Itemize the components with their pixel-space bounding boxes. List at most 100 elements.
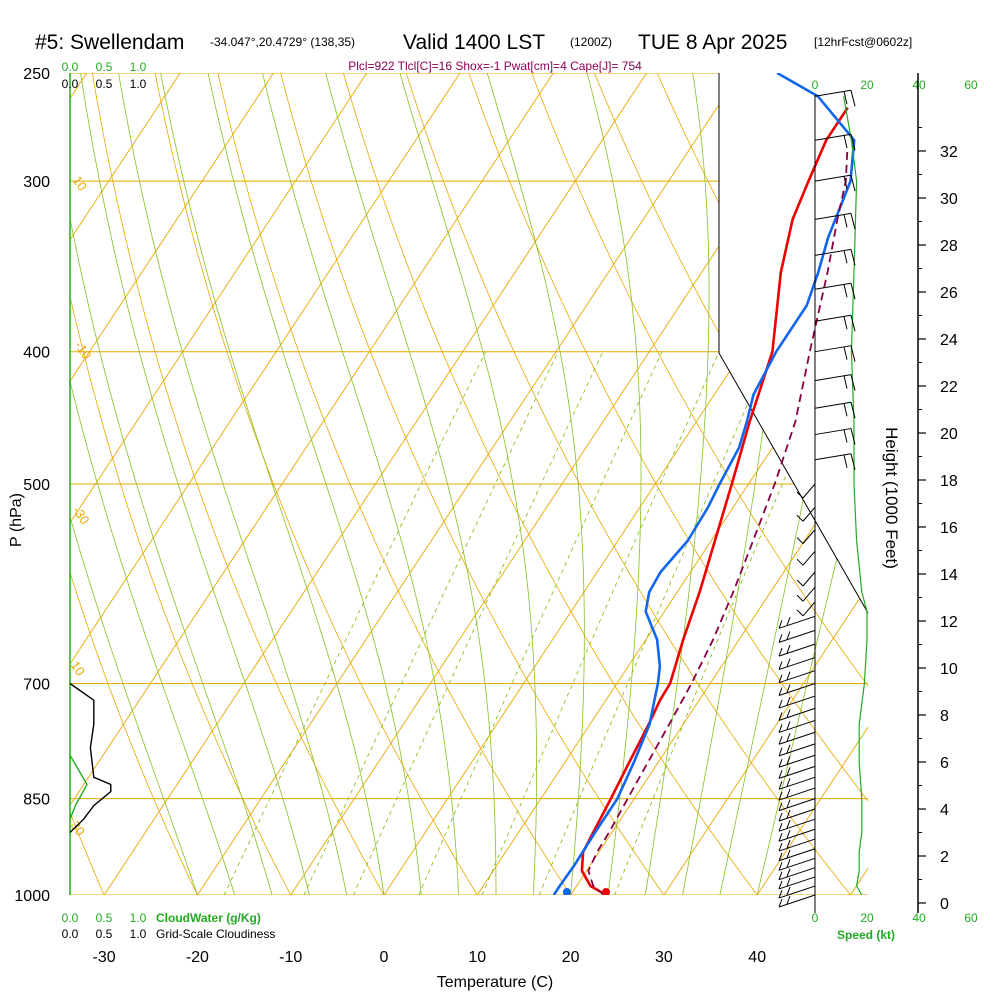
cloudiness-tick-top: 0.5	[96, 77, 113, 91]
mixing-ratio-label: 5	[420, 902, 436, 915]
pressure-tick-label: 250	[23, 66, 50, 83]
wind-barb-shaft	[802, 550, 816, 566]
isotherm-label: -10	[72, 338, 95, 362]
isotherm-line	[70, 73, 368, 524]
wind-barb-feather	[778, 898, 783, 908]
dry-adiabat-line	[405, 73, 851, 895]
wind-barb-shaft	[778, 629, 816, 643]
height-tick-label: 6	[940, 755, 949, 772]
speed-tick-top: 40	[912, 78, 926, 92]
wind-barb-feather	[778, 802, 783, 811]
pressure-tick-label: 300	[23, 174, 50, 191]
wind-barb-shaft	[778, 776, 816, 790]
wind-barb-shaft	[778, 657, 816, 671]
wind-barb	[778, 776, 816, 790]
wind-barb	[796, 586, 816, 602]
wind-barb-feather	[786, 684, 791, 693]
wind-barb	[778, 828, 816, 842]
cloudwater-tick-top: 1.0	[130, 60, 147, 74]
wind-barb-feather	[796, 491, 804, 499]
moist-adiabat-line	[325, 73, 497, 895]
wind-barb-shaft	[778, 876, 816, 890]
wind-barb-shaft	[778, 867, 816, 881]
cloudiness-profile	[69, 682, 112, 834]
station-coords: -34.047°,20.4729° (138,35)	[210, 35, 355, 49]
isotherm-line	[103, 73, 647, 895]
pressure-tick-label: 1000	[14, 888, 50, 905]
height-tick-label: 2	[940, 849, 949, 866]
wind-barb-shaft	[814, 401, 852, 409]
wind-barb-shaft	[802, 586, 816, 602]
wind-barb-feather	[850, 90, 856, 107]
stability-indices: Plcl=922 Tlcl[C]=16 Shox=-1 Pwat[cm]=4 C…	[348, 59, 642, 73]
dry-adiabat-line	[343, 73, 758, 895]
moist-adiabat-line	[118, 73, 348, 895]
dewpoint-profile	[552, 73, 856, 895]
wind-barb-shaft	[778, 894, 816, 908]
wind-barb-feather	[786, 631, 791, 640]
wind-barb-shaft	[778, 683, 816, 696]
mixing-ratio-label: 12	[540, 897, 559, 916]
wind-barb	[796, 550, 816, 566]
wind-barb-shaft	[814, 248, 852, 256]
wind-barb	[778, 848, 816, 862]
wind-barb-feather	[778, 880, 783, 890]
wind-barb-feather	[850, 315, 856, 332]
temperature-tick-label: 20	[562, 949, 580, 966]
wind-barb-shaft	[778, 643, 816, 657]
wind-barb-feather	[778, 862, 783, 871]
wind-barb-feather	[786, 799, 791, 808]
speed-tick-bottom: 0	[812, 911, 819, 925]
wind-barb	[814, 89, 856, 107]
pressure-tick-label: 400	[23, 345, 50, 362]
wind-barb-shaft	[802, 571, 816, 587]
speed-axis-label: Speed (kt)	[837, 928, 895, 942]
wind-barb-feather	[786, 721, 791, 730]
wind-barb	[814, 212, 856, 230]
height-tick-label: 22	[940, 379, 958, 396]
wind-barb-shaft	[814, 345, 852, 353]
isotherm-line	[476, 302, 868, 895]
temperature-tick-label: 40	[748, 949, 766, 966]
wind-barb	[778, 643, 816, 657]
cloudiness-tick-bottom: 0.5	[96, 927, 113, 941]
moist-adiabat-line	[160, 73, 385, 895]
wind-barb-feather	[786, 830, 791, 839]
moist-adiabat-line	[756, 425, 868, 895]
wind-barb-shaft	[778, 615, 816, 629]
wind-barb-shaft	[814, 374, 852, 382]
moist-adiabat-line	[644, 73, 710, 895]
wind-barb-feather	[796, 579, 804, 587]
wind-barb-feather	[778, 687, 783, 696]
moist-adiabat-line	[70, 515, 198, 895]
wind-panel-boundary	[718, 352, 869, 614]
wind-barb-feather	[778, 833, 783, 842]
height-tick-label: 32	[940, 144, 958, 161]
wind-barb-shaft	[778, 707, 816, 721]
parcel-profile	[587, 150, 849, 895]
wind-barb-feather	[843, 91, 848, 105]
wind-barb-shaft	[814, 428, 852, 436]
wind-barb	[814, 314, 856, 332]
dry-adiabat-line	[92, 73, 385, 895]
dry-adiabat-line	[971, 73, 1000, 895]
wind-barb-feather	[843, 250, 848, 264]
wind-barb-feather	[778, 699, 783, 709]
wind-barb	[778, 885, 816, 899]
wind-barb-feather	[778, 724, 783, 733]
mixing-ratio-line	[538, 351, 771, 895]
wind-barb	[814, 282, 856, 300]
wind-barb-shaft	[802, 529, 816, 544]
wind-barb-feather	[850, 453, 856, 470]
wind-barb-shaft	[778, 731, 816, 745]
wind-barb-feather	[850, 428, 856, 445]
wind-barb-feather	[786, 877, 791, 887]
wind-barb	[778, 615, 816, 629]
wind-barb	[778, 657, 816, 671]
chart-header: #5: Swellendam -34.047°,20.4729° (138,35…	[35, 31, 912, 73]
speed-tick-bottom: 40	[912, 911, 926, 925]
cloudwater-label: CloudWater (g/Kg)	[156, 911, 261, 925]
wind-barb-feather	[850, 249, 856, 266]
